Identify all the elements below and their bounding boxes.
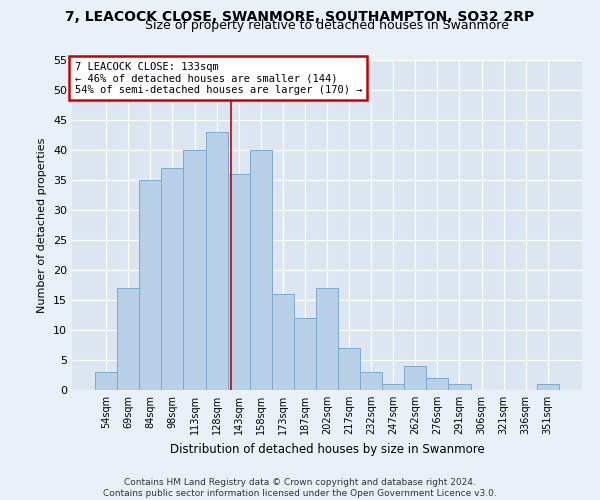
Bar	[95, 372, 117, 390]
Text: 7 LEACOCK CLOSE: 133sqm
← 46% of detached houses are smaller (144)
54% of semi-d: 7 LEACOCK CLOSE: 133sqm ← 46% of detache…	[74, 62, 362, 95]
Bar	[404, 366, 427, 390]
Bar	[184, 150, 206, 390]
Title: Size of property relative to detached houses in Swanmore: Size of property relative to detached ho…	[145, 20, 509, 32]
Bar	[272, 294, 294, 390]
Bar	[448, 384, 470, 390]
Y-axis label: Number of detached properties: Number of detached properties	[37, 138, 47, 312]
Bar	[382, 384, 404, 390]
X-axis label: Distribution of detached houses by size in Swanmore: Distribution of detached houses by size …	[170, 442, 484, 456]
Bar	[338, 348, 360, 390]
Bar	[360, 372, 382, 390]
Bar	[117, 288, 139, 390]
Bar	[537, 384, 559, 390]
Bar	[161, 168, 184, 390]
Bar	[250, 150, 272, 390]
Bar	[139, 180, 161, 390]
Text: 7, LEACOCK CLOSE, SWANMORE, SOUTHAMPTON, SO32 2RP: 7, LEACOCK CLOSE, SWANMORE, SOUTHAMPTON,…	[65, 10, 535, 24]
Bar	[294, 318, 316, 390]
Bar	[427, 378, 448, 390]
Bar	[316, 288, 338, 390]
Bar	[227, 174, 250, 390]
Bar	[206, 132, 227, 390]
Text: Contains HM Land Registry data © Crown copyright and database right 2024.
Contai: Contains HM Land Registry data © Crown c…	[103, 478, 497, 498]
